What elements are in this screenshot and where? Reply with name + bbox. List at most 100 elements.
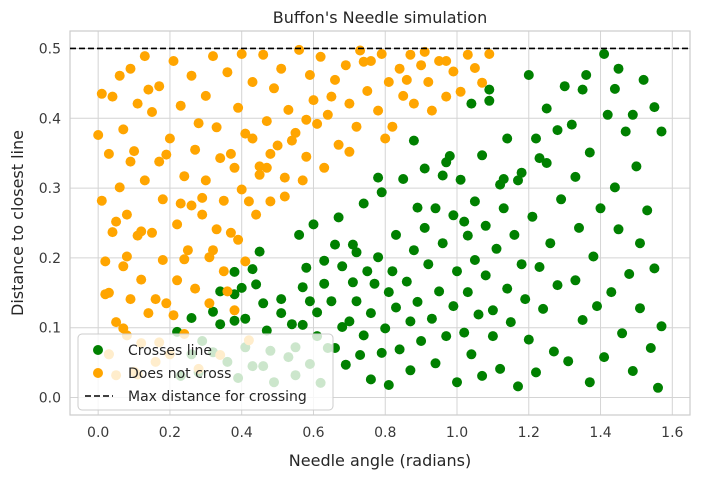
x-tick-label: 1.6	[661, 425, 683, 441]
point-crosses	[430, 203, 441, 214]
point-crosses	[297, 282, 308, 293]
point-does-not-cross	[200, 90, 211, 101]
point-crosses	[358, 330, 369, 341]
point-does-not-cross	[261, 116, 272, 127]
point-crosses	[365, 374, 376, 385]
point-crosses	[373, 172, 384, 183]
point-crosses	[308, 219, 319, 230]
point-crosses	[462, 230, 473, 241]
point-crosses	[459, 327, 470, 338]
point-does-not-cross	[125, 63, 136, 74]
point-crosses	[617, 328, 628, 339]
point-crosses	[592, 301, 602, 312]
point-does-not-cross	[247, 133, 258, 144]
point-crosses	[627, 366, 638, 376]
point-crosses	[430, 358, 441, 369]
point-crosses	[394, 344, 405, 355]
point-crosses	[656, 126, 667, 137]
point-does-not-cross	[118, 323, 129, 334]
point-does-not-cross	[254, 169, 265, 180]
point-does-not-cross	[236, 184, 247, 195]
x-tick-label: 0.6	[302, 425, 324, 441]
point-crosses	[581, 70, 592, 80]
point-does-not-cross	[111, 216, 122, 227]
point-does-not-cross	[96, 195, 107, 206]
point-does-not-cross	[405, 49, 416, 60]
point-crosses	[545, 238, 556, 249]
point-crosses	[330, 239, 340, 250]
point-does-not-cross	[319, 162, 330, 173]
y-tick-label: 0.2	[39, 251, 61, 267]
point-does-not-cross	[111, 317, 122, 328]
point-does-not-cross	[333, 139, 344, 150]
y-tick-label: 0.1	[39, 321, 61, 337]
point-does-not-cross	[222, 67, 233, 78]
point-crosses	[495, 363, 506, 374]
point-crosses	[570, 275, 581, 286]
point-crosses	[584, 147, 595, 158]
legend-box	[77, 333, 334, 411]
point-does-not-cross	[376, 49, 387, 59]
y-tick-label: 0.4	[39, 111, 61, 127]
point-does-not-cross	[132, 98, 143, 109]
point-crosses	[251, 279, 262, 290]
point-does-not-cross	[229, 305, 240, 316]
point-crosses	[653, 382, 663, 393]
point-does-not-cross	[143, 84, 154, 95]
point-crosses	[599, 352, 610, 363]
point-crosses	[613, 63, 624, 74]
point-crosses	[351, 296, 362, 307]
point-does-not-cross	[136, 226, 147, 237]
point-crosses	[337, 322, 348, 332]
x-tick-label: 1.2	[518, 425, 540, 441]
point-does-not-cross	[330, 74, 340, 85]
point-crosses	[383, 380, 394, 390]
point-does-not-cross	[100, 256, 111, 267]
point-does-not-cross	[197, 192, 208, 203]
point-crosses	[347, 239, 358, 250]
point-does-not-cross	[150, 294, 161, 305]
point-crosses	[405, 365, 416, 376]
point-crosses	[620, 126, 631, 137]
point-crosses	[405, 316, 416, 327]
point-does-not-cross	[351, 121, 362, 132]
point-does-not-cross	[107, 227, 118, 238]
point-crosses	[437, 170, 448, 181]
point-does-not-cross	[129, 146, 140, 157]
point-crosses	[391, 302, 401, 313]
point-crosses	[240, 313, 251, 324]
point-crosses	[469, 255, 480, 265]
point-does-not-cross	[469, 63, 480, 73]
point-does-not-cross	[283, 104, 294, 115]
legend: Crosses line Does not cross Max distance…	[77, 333, 334, 411]
point-does-not-cross	[380, 133, 391, 144]
point-crosses	[505, 317, 516, 328]
point-does-not-cross	[448, 66, 459, 77]
point-crosses	[480, 270, 491, 281]
point-crosses	[480, 220, 491, 231]
point-crosses	[588, 251, 599, 262]
point-does-not-cross	[251, 209, 262, 220]
point-crosses	[215, 319, 226, 330]
point-crosses	[229, 266, 240, 277]
point-crosses	[452, 377, 462, 388]
point-crosses	[276, 294, 287, 305]
y-axis-label: Distance to closest line	[8, 130, 27, 316]
point-crosses	[383, 287, 394, 298]
point-does-not-cross	[190, 283, 201, 294]
point-does-not-cross	[441, 91, 452, 102]
point-crosses	[584, 377, 595, 388]
legend-marker-does-not-cross	[93, 368, 103, 378]
point-crosses	[416, 336, 427, 346]
point-crosses	[340, 359, 351, 370]
point-does-not-cross	[394, 63, 405, 74]
point-crosses	[333, 212, 344, 223]
point-crosses	[387, 266, 398, 277]
point-does-not-cross	[154, 156, 165, 167]
point-does-not-cross	[103, 148, 114, 159]
point-crosses	[441, 157, 452, 168]
point-crosses	[398, 174, 409, 184]
x-tick-label: 0.4	[231, 425, 253, 441]
point-does-not-cross	[215, 153, 226, 164]
